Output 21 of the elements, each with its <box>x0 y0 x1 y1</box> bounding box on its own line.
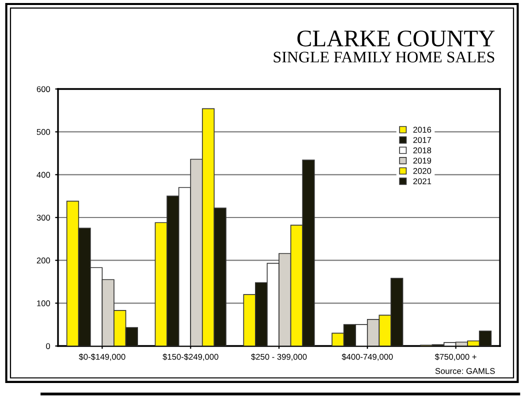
legend-label: 2017 <box>413 137 432 143</box>
x-tick-label: $400-749,000 <box>342 354 393 361</box>
legend-label: 2021 <box>413 178 432 184</box>
legend-label: 2019 <box>413 158 432 164</box>
source-note: Source: GAMLS <box>435 368 495 374</box>
y-tick-label: 600 <box>36 86 50 92</box>
chart-subtitle: SINGLE FAMILY HOME SALES <box>274 52 494 62</box>
x-tick-label: $250 - 399,000 <box>251 354 307 361</box>
x-tick-label: $150-$249,000 <box>162 354 218 361</box>
y-tick-label: 400 <box>36 172 50 178</box>
y-tick-label: 0 <box>46 343 50 350</box>
y-tick-label: 500 <box>36 129 50 135</box>
x-tick-label: $0-$149,000 <box>78 354 126 361</box>
y-tick-label: 200 <box>36 258 50 264</box>
chart-title: CLARKE COUNTY <box>297 30 495 46</box>
x-tick-label: $750,000 + <box>434 354 476 361</box>
legend-label: 2016 <box>413 126 432 133</box>
y-tick-label: 300 <box>36 214 50 221</box>
y-tick-label: 100 <box>37 300 50 306</box>
legend-label: 2020 <box>413 168 432 174</box>
legend-label: 2018 <box>413 147 432 154</box>
